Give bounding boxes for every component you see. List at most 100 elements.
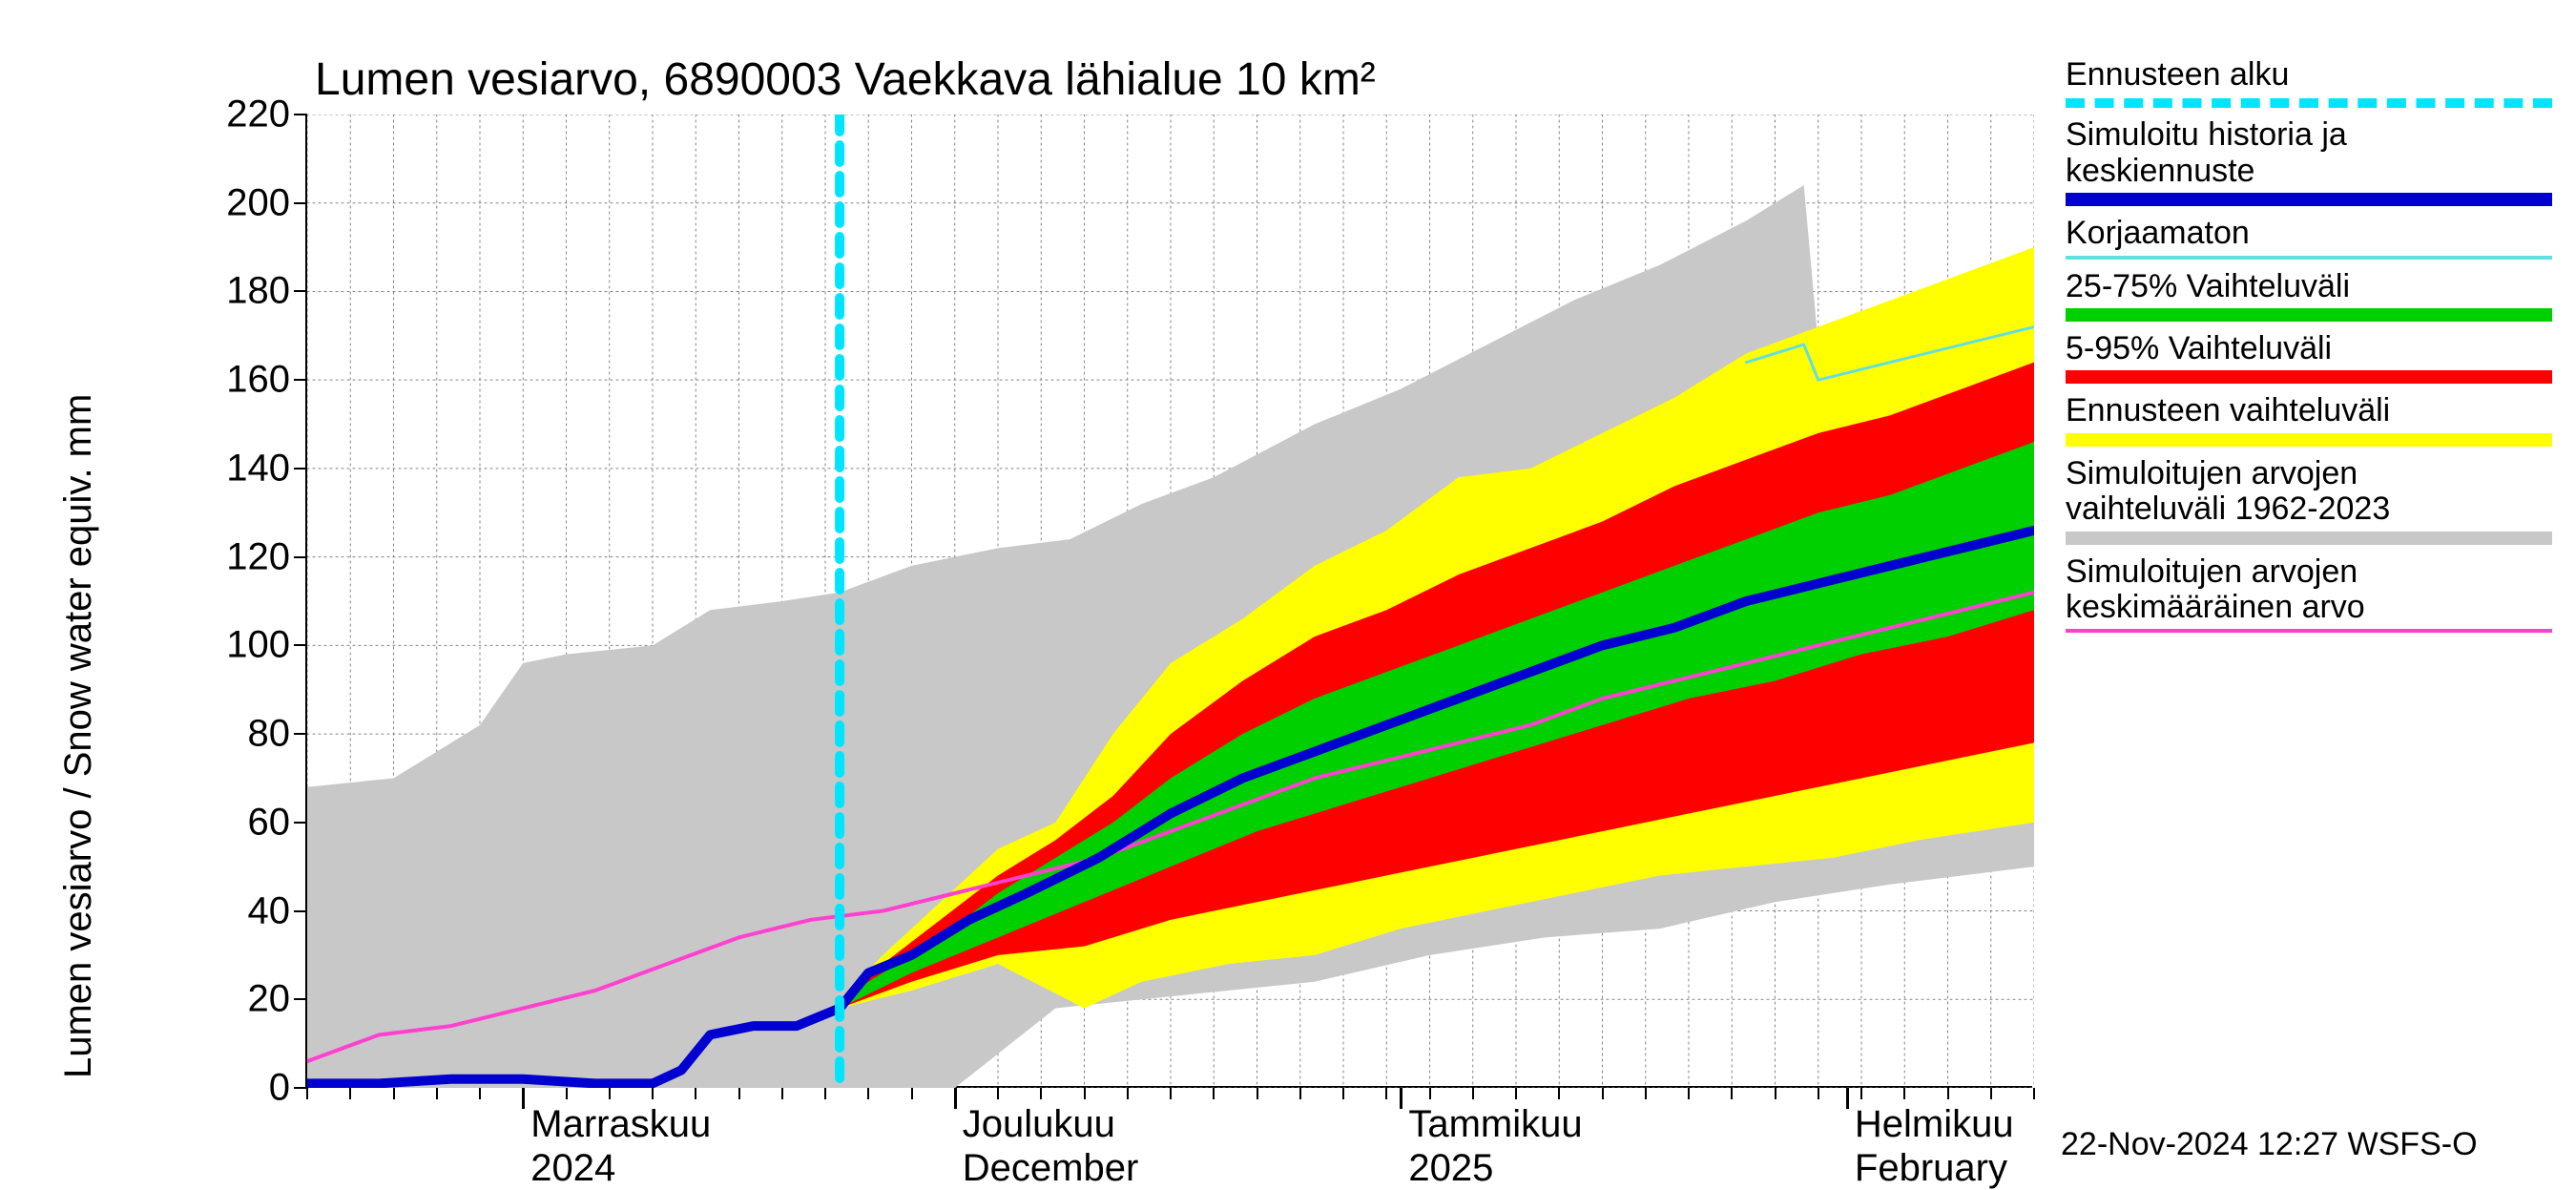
y-tick — [294, 910, 307, 912]
y-tick — [294, 556, 307, 558]
x-minor-tick — [436, 1088, 438, 1099]
x-minor-tick — [1515, 1088, 1517, 1099]
y-tick-label: 220 — [226, 94, 290, 136]
x-minor-tick — [1084, 1088, 1086, 1099]
x-minor-tick — [1257, 1088, 1258, 1099]
y-tick — [294, 998, 307, 1000]
x-tick-sublabel: 2024 — [530, 1147, 615, 1190]
y-tick — [294, 114, 307, 115]
x-minor-tick — [781, 1088, 783, 1099]
x-minor-tick — [566, 1088, 568, 1099]
legend-label: 5-95% Vaihteluväli — [2066, 331, 2552, 366]
x-major-tick — [522, 1088, 525, 1109]
x-minor-tick — [824, 1088, 826, 1099]
legend-item: Simuloitu historia jakeskiennuste — [2066, 117, 2552, 206]
x-minor-tick — [1558, 1088, 1560, 1099]
legend-swatch — [2066, 308, 2552, 322]
legend-label: Korjaamaton — [2066, 216, 2552, 251]
x-minor-tick — [911, 1088, 913, 1099]
x-minor-tick — [738, 1088, 740, 1099]
x-tick-sublabel: 2025 — [1408, 1147, 1493, 1190]
legend-swatch — [2066, 532, 2552, 545]
y-tick-label: 200 — [226, 181, 290, 224]
x-minor-tick — [997, 1088, 999, 1099]
legend-swatch — [2066, 193, 2552, 206]
y-tick-label: 40 — [248, 889, 291, 932]
legend-label: vaihteluväli 1962-2023 — [2066, 491, 2552, 527]
x-minor-tick — [1602, 1088, 1604, 1099]
x-minor-tick — [1299, 1088, 1301, 1099]
y-tick — [294, 468, 307, 470]
x-minor-tick — [479, 1088, 481, 1099]
y-tick-label: 0 — [269, 1067, 290, 1110]
x-minor-tick — [1385, 1088, 1387, 1099]
y-tick-label: 60 — [248, 801, 291, 844]
y-tick — [294, 202, 307, 204]
y-tick-label: 120 — [226, 535, 290, 578]
legend-item: Korjaamaton — [2066, 216, 2552, 259]
x-minor-tick — [1040, 1088, 1042, 1099]
x-minor-tick — [349, 1088, 351, 1099]
legend-swatch — [2066, 98, 2552, 108]
x-minor-tick — [306, 1088, 308, 1099]
x-major-tick — [954, 1088, 957, 1109]
legend-label: Ennusteen vaihteluväli — [2066, 393, 2552, 428]
chart-title: Lumen vesiarvo, 6890003 Vaekkava lähialu… — [315, 53, 1376, 106]
x-minor-tick — [1127, 1088, 1129, 1099]
y-tick — [294, 290, 307, 292]
x-tick-label: Tammikuu — [1408, 1103, 1582, 1146]
x-minor-tick — [867, 1088, 869, 1099]
y-tick-label: 20 — [248, 978, 291, 1021]
y-tick — [294, 379, 307, 381]
legend-label: Simuloitujen arvojen — [2066, 554, 2552, 590]
x-minor-tick — [1645, 1088, 1647, 1099]
x-minor-tick — [652, 1088, 654, 1099]
legend-label: keskimääräinen arvo — [2066, 590, 2552, 625]
legend: Ennusteen alkuSimuloitu historia jakeski… — [2066, 57, 2552, 642]
x-minor-tick — [609, 1088, 611, 1099]
x-minor-tick — [1731, 1088, 1733, 1099]
y-tick — [294, 1087, 307, 1089]
legend-item: 25-75% Vaihteluväli — [2066, 269, 2552, 322]
legend-swatch — [2066, 256, 2552, 260]
legend-item: Simuloitujen arvojenvaihteluväli 1962-20… — [2066, 456, 2552, 545]
legend-item: 5-95% Vaihteluväli — [2066, 331, 2552, 384]
plot-svg — [307, 115, 2034, 1088]
x-minor-tick — [1775, 1088, 1776, 1099]
x-minor-tick — [1213, 1088, 1215, 1099]
x-minor-tick — [1990, 1088, 1992, 1099]
legend-label: Ennusteen alku — [2066, 57, 2552, 93]
plot-area: 020406080100120140160180200220Marraskuu2… — [305, 115, 2032, 1088]
x-minor-tick — [1429, 1088, 1431, 1099]
x-minor-tick — [1860, 1088, 1862, 1099]
x-minor-tick — [1688, 1088, 1690, 1099]
x-minor-tick — [2033, 1088, 2035, 1099]
legend-item: Ennusteen alku — [2066, 57, 2552, 108]
x-minor-tick — [1472, 1088, 1474, 1099]
legend-label: keskiennuste — [2066, 154, 2552, 189]
x-tick-label: Helmikuu — [1855, 1103, 2014, 1146]
legend-label: Simuloitu historia ja — [2066, 117, 2552, 153]
x-minor-tick — [1947, 1088, 1949, 1099]
x-major-tick — [1400, 1088, 1402, 1109]
x-tick-sublabel: December — [963, 1147, 1139, 1190]
x-minor-tick — [1818, 1088, 1819, 1099]
legend-label: Simuloitujen arvojen — [2066, 456, 2552, 491]
legend-item: Simuloitujen arvojenkeskimääräinen arvo — [2066, 554, 2552, 634]
y-tick — [294, 644, 307, 646]
legend-item: Ennusteen vaihteluväli — [2066, 393, 2552, 446]
legend-label: 25-75% Vaihteluväli — [2066, 269, 2552, 304]
y-tick-label: 160 — [226, 359, 290, 402]
y-tick-label: 140 — [226, 447, 290, 490]
y-tick-label: 80 — [248, 713, 291, 756]
y-tick-label: 100 — [226, 624, 290, 667]
x-minor-tick — [1342, 1088, 1344, 1099]
legend-swatch — [2066, 629, 2552, 633]
y-axis-title: Lumen vesiarvo / Snow water equiv. mm — [57, 394, 100, 1078]
x-minor-tick — [1170, 1088, 1172, 1099]
x-minor-tick — [393, 1088, 395, 1099]
legend-swatch — [2066, 370, 2552, 384]
x-tick-label: Marraskuu — [530, 1103, 711, 1146]
x-tick-label: Joulukuu — [963, 1103, 1115, 1146]
legend-swatch — [2066, 433, 2552, 447]
